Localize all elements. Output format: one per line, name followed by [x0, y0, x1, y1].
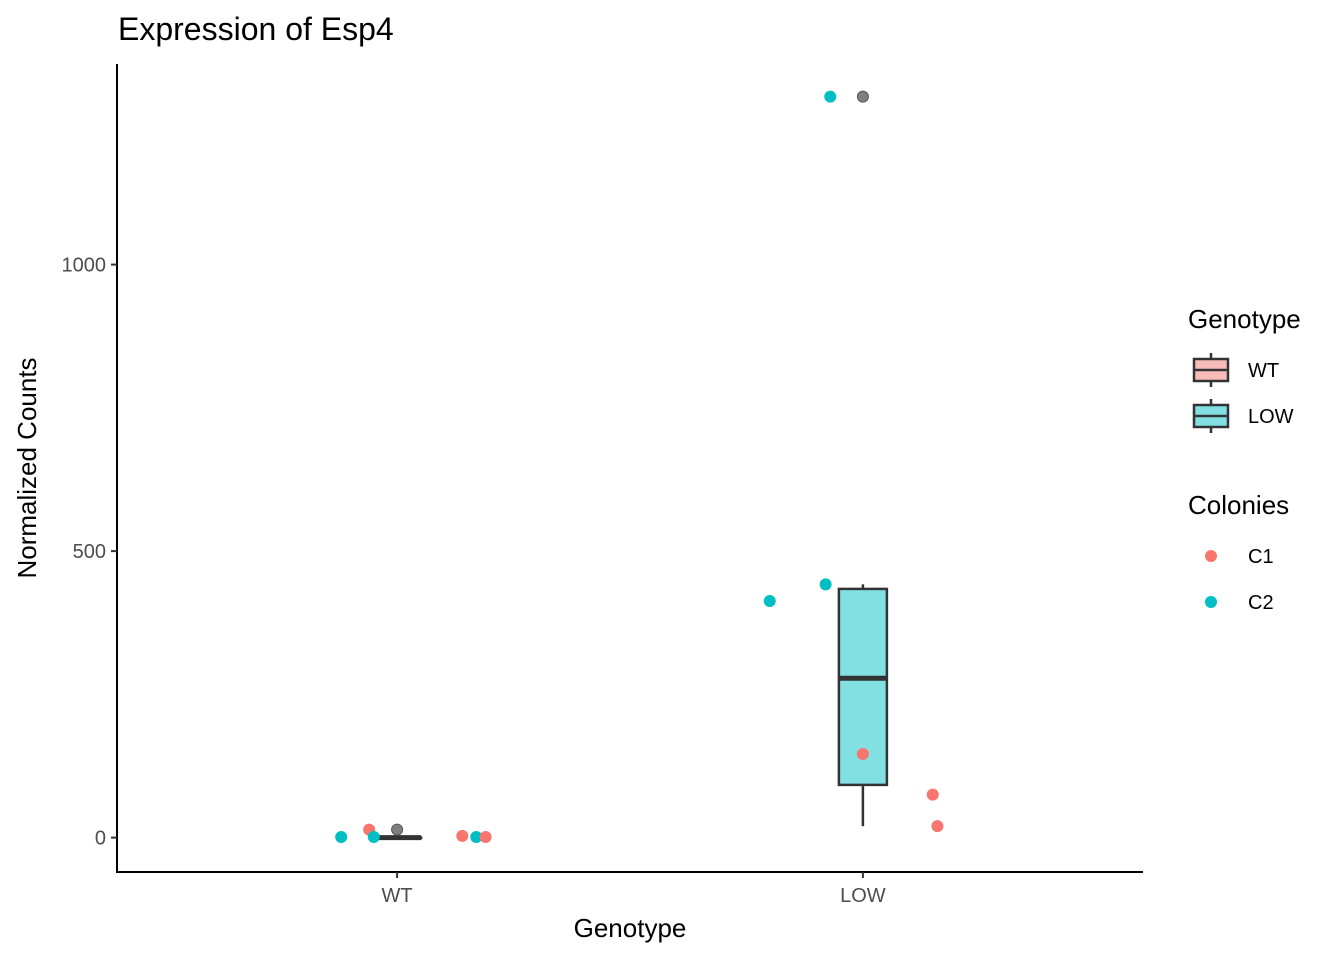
point-c1: [479, 831, 492, 844]
point-c1: [856, 747, 869, 760]
legend-label: WT: [1248, 360, 1279, 382]
box-wt: [371, 823, 423, 841]
point-c2: [824, 90, 837, 103]
x-axis-ticks: WT LOW: [382, 872, 886, 907]
point-c2: [819, 578, 832, 591]
point-c1: [926, 788, 939, 801]
legend-colonies: Colonies C1 C2: [1188, 490, 1289, 614]
point-c2: [763, 594, 776, 607]
box-low: [837, 90, 889, 827]
outlier-point: [856, 90, 869, 103]
legend-title: Genotype: [1188, 304, 1301, 334]
chart-title: Expression of Esp4: [118, 11, 394, 47]
point-c1: [456, 829, 469, 842]
y-tick-label: 1000: [62, 255, 107, 277]
y-tick-label: 500: [73, 541, 106, 563]
point-c2: [367, 831, 380, 844]
outlier-point: [391, 823, 404, 836]
legend-genotype: Genotype WT LOW: [1188, 304, 1301, 433]
x-tick-label: LOW: [840, 885, 886, 907]
x-tick-label: WT: [382, 885, 413, 907]
x-axis-title: Genotype: [574, 913, 687, 943]
legend-label: C2: [1248, 592, 1274, 614]
point-c1: [931, 820, 944, 833]
legend-label: C1: [1248, 546, 1274, 568]
plot-panel: [335, 90, 944, 844]
point-c2: [470, 831, 483, 844]
y-axis-title: Normalized Counts: [12, 357, 42, 578]
legends: Genotype WT LOW Colonies C1 C2: [1188, 304, 1301, 614]
point-c2: [335, 831, 348, 844]
legend-key-point: [1205, 550, 1217, 562]
legend-title: Colonies: [1188, 490, 1289, 520]
legend-key-point: [1205, 596, 1217, 608]
legend-label: LOW: [1248, 406, 1294, 428]
y-axis-ticks: 0 500 1000: [62, 255, 117, 850]
y-tick-label: 0: [95, 828, 106, 850]
data-points: [335, 90, 944, 844]
